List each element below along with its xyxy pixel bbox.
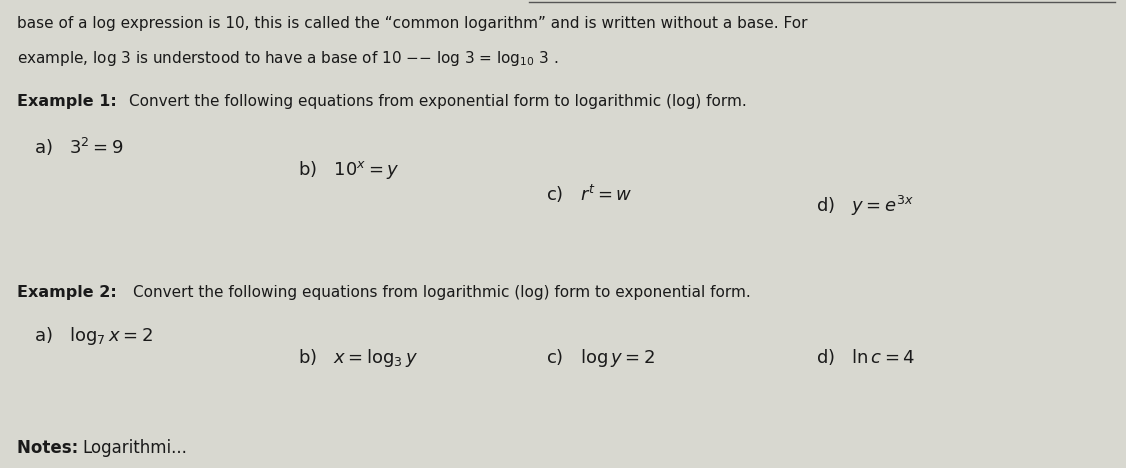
Text: base of a log expression is 10, this is called the “common logarithm” and is wri: base of a log expression is 10, this is …	[17, 16, 807, 31]
Text: b)   $x = \log_3 y$: b) $x = \log_3 y$	[298, 347, 419, 369]
Text: example, log 3 is understood to have a base of 10 $-$$ -$ log 3 = log$_{10}$ 3 .: example, log 3 is understood to have a b…	[17, 49, 558, 68]
Text: d)   $y = e^{3x}$: d) $y = e^{3x}$	[816, 194, 914, 218]
Text: d)   $\ln c = 4$: d) $\ln c = 4$	[816, 347, 915, 367]
Text: Notes:: Notes:	[17, 439, 84, 457]
Text: Example 2:: Example 2:	[17, 285, 123, 300]
Text: b)   $10^x = y$: b) $10^x = y$	[298, 159, 400, 181]
Text: c)   $r^t = w$: c) $r^t = w$	[546, 183, 633, 205]
Text: Logarithmi...: Logarithmi...	[82, 439, 187, 457]
Text: Example 1:: Example 1:	[17, 94, 123, 109]
Text: Convert the following equations from exponential form to logarithmic (log) form.: Convert the following equations from exp…	[129, 94, 748, 109]
Text: c)   $\log y = 2$: c) $\log y = 2$	[546, 347, 655, 369]
Text: a)   $\log_7 x = 2$: a) $\log_7 x = 2$	[34, 325, 152, 347]
Text: a)   $3^2 = 9$: a) $3^2 = 9$	[34, 136, 124, 158]
Text: Convert the following equations from logarithmic (log) form to exponential form.: Convert the following equations from log…	[133, 285, 751, 300]
